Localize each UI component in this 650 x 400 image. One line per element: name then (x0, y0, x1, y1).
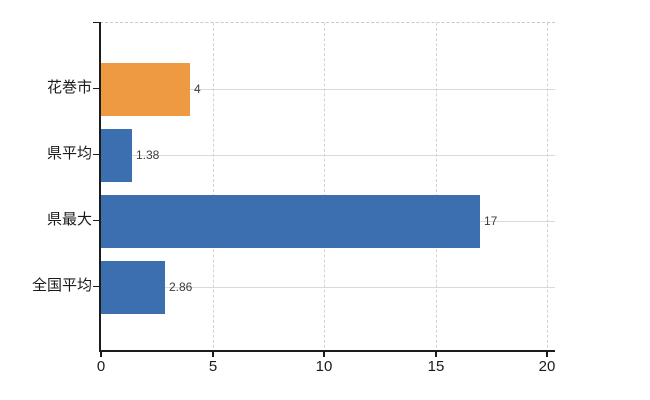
x-tick-label: 10 (315, 358, 333, 375)
v-gridline (324, 23, 325, 353)
y-axis-tick (93, 88, 100, 89)
h-gridline (100, 155, 555, 156)
x-tick-label: 20 (538, 358, 556, 375)
category-label: 全国平均 (31, 277, 92, 294)
category-label: 花巻市 (46, 79, 92, 96)
bar-花巻市 (101, 63, 190, 116)
h-gridline (100, 89, 555, 90)
x-axis-line (100, 350, 555, 352)
x-axis-tick (212, 352, 214, 357)
h-gridline (100, 287, 555, 288)
x-tick-label: 15 (427, 358, 445, 375)
x-axis-tick (435, 352, 437, 357)
x-tick-label: 5 (208, 358, 218, 375)
value-label: 17 (484, 214, 498, 228)
x-axis-tick (323, 352, 325, 357)
bar-県最大 (101, 195, 480, 248)
bar-全国平均 (101, 261, 165, 314)
bar-県平均 (101, 129, 132, 182)
y-axis-top-tick (93, 22, 100, 23)
y-axis-line (99, 22, 101, 352)
v-gridline (213, 23, 214, 353)
category-label: 県平均 (46, 145, 92, 162)
value-label: 1.38 (136, 148, 160, 162)
v-gridline (436, 23, 437, 353)
y-axis-tick (93, 220, 100, 221)
x-tick-label: 0 (96, 358, 106, 375)
x-axis-tick (546, 352, 548, 357)
category-label: 県最大 (46, 211, 92, 228)
value-label: 2.86 (169, 280, 193, 294)
x-axis-tick (100, 352, 102, 357)
plot-area: 4 1.38 17 2.86 (100, 22, 555, 353)
v-gridline (547, 23, 548, 353)
value-label: 4 (194, 82, 201, 96)
y-axis-tick (93, 286, 100, 287)
y-axis-tick (93, 154, 100, 155)
